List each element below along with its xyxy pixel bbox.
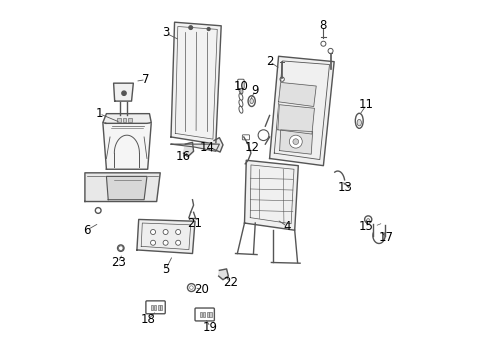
- Bar: [158, 305, 160, 310]
- Text: 14: 14: [199, 141, 214, 154]
- Polygon shape: [102, 123, 151, 169]
- Text: 17: 17: [378, 231, 393, 244]
- Text: 16: 16: [176, 150, 191, 163]
- Bar: [206, 312, 208, 318]
- Bar: [203, 312, 205, 318]
- Text: 11: 11: [358, 98, 373, 111]
- Bar: [122, 118, 126, 122]
- Ellipse shape: [364, 216, 371, 223]
- Text: 19: 19: [203, 320, 218, 333]
- Text: 23: 23: [111, 256, 125, 269]
- Text: 3: 3: [162, 27, 169, 40]
- Circle shape: [163, 240, 168, 245]
- Circle shape: [150, 229, 155, 234]
- Circle shape: [189, 286, 193, 289]
- Polygon shape: [214, 138, 223, 152]
- Polygon shape: [106, 176, 147, 200]
- Text: 9: 9: [251, 84, 259, 97]
- Ellipse shape: [239, 87, 243, 94]
- Polygon shape: [269, 56, 333, 166]
- Bar: [117, 118, 121, 122]
- Circle shape: [289, 135, 302, 148]
- Polygon shape: [183, 142, 193, 157]
- Ellipse shape: [239, 106, 243, 113]
- Bar: [160, 305, 162, 310]
- Polygon shape: [102, 114, 151, 123]
- Circle shape: [150, 240, 155, 245]
- Ellipse shape: [356, 120, 361, 126]
- Text: 5: 5: [162, 263, 169, 276]
- Circle shape: [292, 139, 298, 144]
- Polygon shape: [85, 173, 160, 202]
- Polygon shape: [244, 160, 298, 230]
- Circle shape: [163, 229, 168, 234]
- Polygon shape: [279, 130, 312, 154]
- Polygon shape: [171, 144, 219, 151]
- Ellipse shape: [239, 100, 243, 107]
- Text: 4: 4: [283, 220, 291, 233]
- Ellipse shape: [366, 219, 369, 224]
- Text: 7: 7: [142, 73, 149, 86]
- Text: 13: 13: [337, 181, 352, 194]
- Polygon shape: [218, 269, 228, 280]
- Text: 15: 15: [358, 220, 373, 233]
- Bar: [209, 312, 211, 318]
- Ellipse shape: [355, 113, 363, 129]
- Circle shape: [207, 28, 210, 31]
- Text: 1: 1: [95, 107, 103, 120]
- Text: 8: 8: [319, 19, 326, 32]
- Circle shape: [175, 229, 180, 234]
- Circle shape: [188, 26, 192, 30]
- Circle shape: [187, 284, 195, 292]
- Text: 6: 6: [83, 224, 90, 237]
- Bar: [199, 312, 202, 318]
- FancyBboxPatch shape: [242, 135, 249, 140]
- FancyBboxPatch shape: [237, 79, 244, 89]
- Bar: [128, 118, 131, 122]
- Circle shape: [117, 245, 124, 251]
- Polygon shape: [113, 83, 133, 101]
- Polygon shape: [137, 220, 195, 253]
- Text: 20: 20: [194, 283, 208, 296]
- FancyBboxPatch shape: [145, 301, 165, 314]
- Bar: [150, 305, 152, 310]
- Circle shape: [327, 48, 332, 53]
- Circle shape: [320, 41, 325, 46]
- Circle shape: [122, 91, 126, 95]
- Polygon shape: [171, 22, 221, 144]
- Polygon shape: [277, 105, 314, 134]
- Ellipse shape: [249, 99, 253, 104]
- Circle shape: [258, 130, 268, 140]
- Ellipse shape: [247, 96, 255, 107]
- FancyBboxPatch shape: [195, 308, 214, 321]
- Ellipse shape: [239, 93, 243, 100]
- Polygon shape: [278, 82, 316, 107]
- Text: 18: 18: [140, 313, 155, 327]
- Circle shape: [95, 208, 101, 213]
- Text: 21: 21: [186, 216, 202, 230]
- Circle shape: [175, 240, 180, 245]
- Text: 12: 12: [244, 141, 259, 154]
- Circle shape: [280, 77, 284, 81]
- Bar: [154, 305, 156, 310]
- Text: 22: 22: [222, 276, 237, 289]
- Text: 10: 10: [233, 80, 248, 93]
- Text: 2: 2: [265, 55, 273, 68]
